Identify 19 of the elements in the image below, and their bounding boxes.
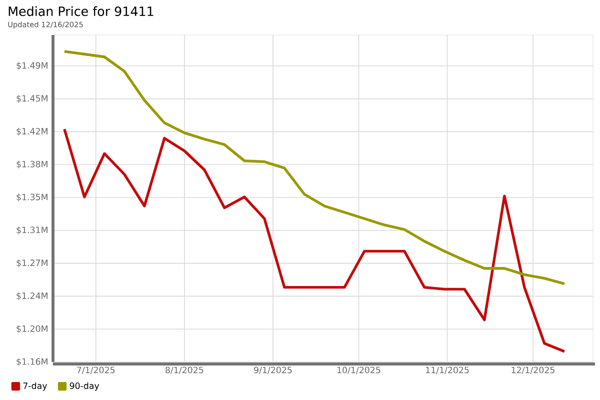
x-tick-label: 10/1/2025 (337, 366, 380, 374)
y-tick-label: $1.27M (16, 259, 48, 268)
y-tick-label: $1.42M (16, 128, 48, 136)
y-tick-label: $1.31M (16, 226, 48, 234)
legend-label: 90-day (70, 382, 100, 391)
x-tick-label: 9/1/2025 (254, 366, 292, 374)
y-tick-label: $1.16M (16, 358, 48, 366)
chart-title: Median Price for 91411 (8, 6, 154, 16)
x-tick-label: 11/1/2025 (426, 366, 469, 374)
x-tick-label: 7/1/2025 (77, 366, 115, 374)
y-tick-label: $1.49M (16, 62, 48, 70)
y-tick-label: $1.38M (16, 160, 48, 169)
legend-label: 7-day (23, 382, 48, 391)
y-tick-label: $1.45M (16, 94, 48, 103)
x-tick-label: 12/1/2025 (512, 366, 554, 374)
y-tick-label: $1.20M (16, 325, 48, 334)
y-tick-label: $1.35M (16, 194, 48, 202)
y-tick-label: $1.24M (16, 292, 48, 300)
x-tick-label: 8/1/2025 (166, 366, 204, 374)
